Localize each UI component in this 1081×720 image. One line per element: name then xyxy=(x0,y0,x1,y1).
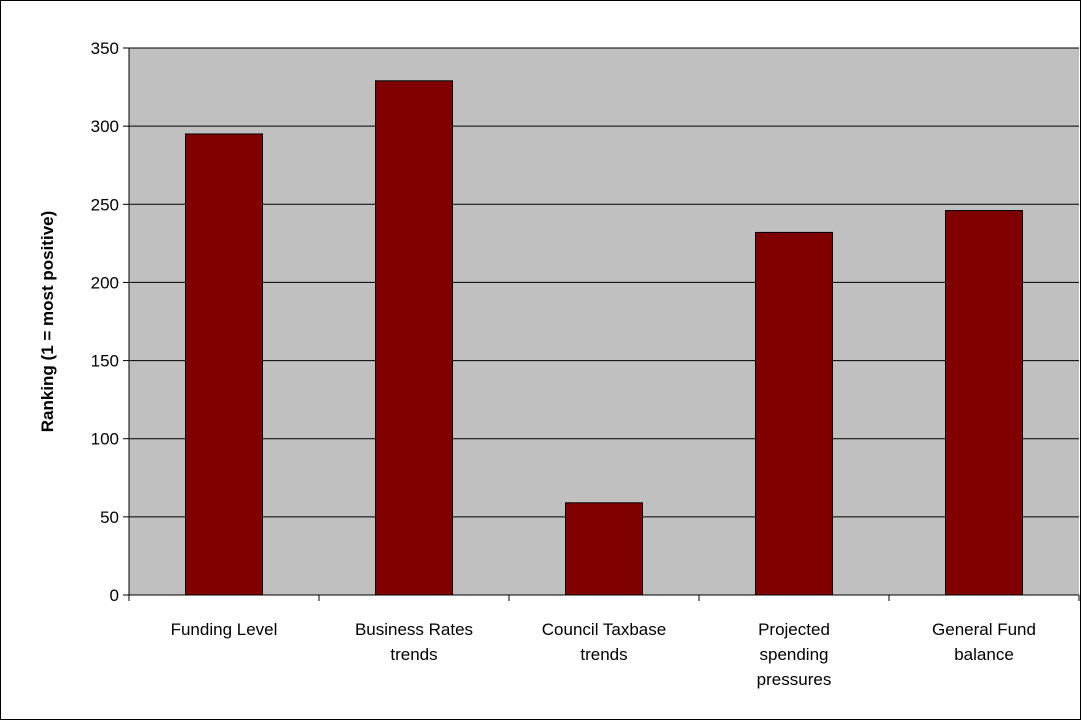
x-tick-label: spending xyxy=(759,645,828,664)
x-tick-label: trends xyxy=(580,645,627,664)
x-tick-label: pressures xyxy=(757,670,832,689)
x-tick-label: balance xyxy=(954,645,1014,664)
x-ticks: Funding Level Business Rates trends Council… xyxy=(128,595,1080,689)
y-tick-label: 0 xyxy=(110,586,119,605)
bar xyxy=(375,80,453,596)
x-tick-label: Projected xyxy=(758,620,830,639)
y-tick-label: 350 xyxy=(91,39,119,58)
y-axis-title: Ranking (1 = most positive) xyxy=(38,211,57,433)
y-tick-label: 150 xyxy=(91,352,119,371)
y-tick-label: 200 xyxy=(91,273,119,292)
x-tick-label: Funding Level xyxy=(171,620,278,639)
y-ticks: 0 50 100 150 200 250 300 350 xyxy=(91,39,129,605)
bar xyxy=(185,133,263,596)
bar xyxy=(565,502,643,596)
y-tick-label: 100 xyxy=(91,430,119,449)
x-tick-label: General Fund xyxy=(932,620,1036,639)
x-tick-label: Business Rates xyxy=(355,620,473,639)
x-tick-label: trends xyxy=(390,645,437,664)
gridlines xyxy=(129,47,1079,518)
y-tick-label: 50 xyxy=(100,508,119,527)
x-tick-label: Council Taxbase xyxy=(542,620,666,639)
bar xyxy=(945,210,1023,596)
y-tick-label: 250 xyxy=(91,195,119,214)
bar xyxy=(755,231,833,596)
y-tick-label: 300 xyxy=(91,117,119,136)
